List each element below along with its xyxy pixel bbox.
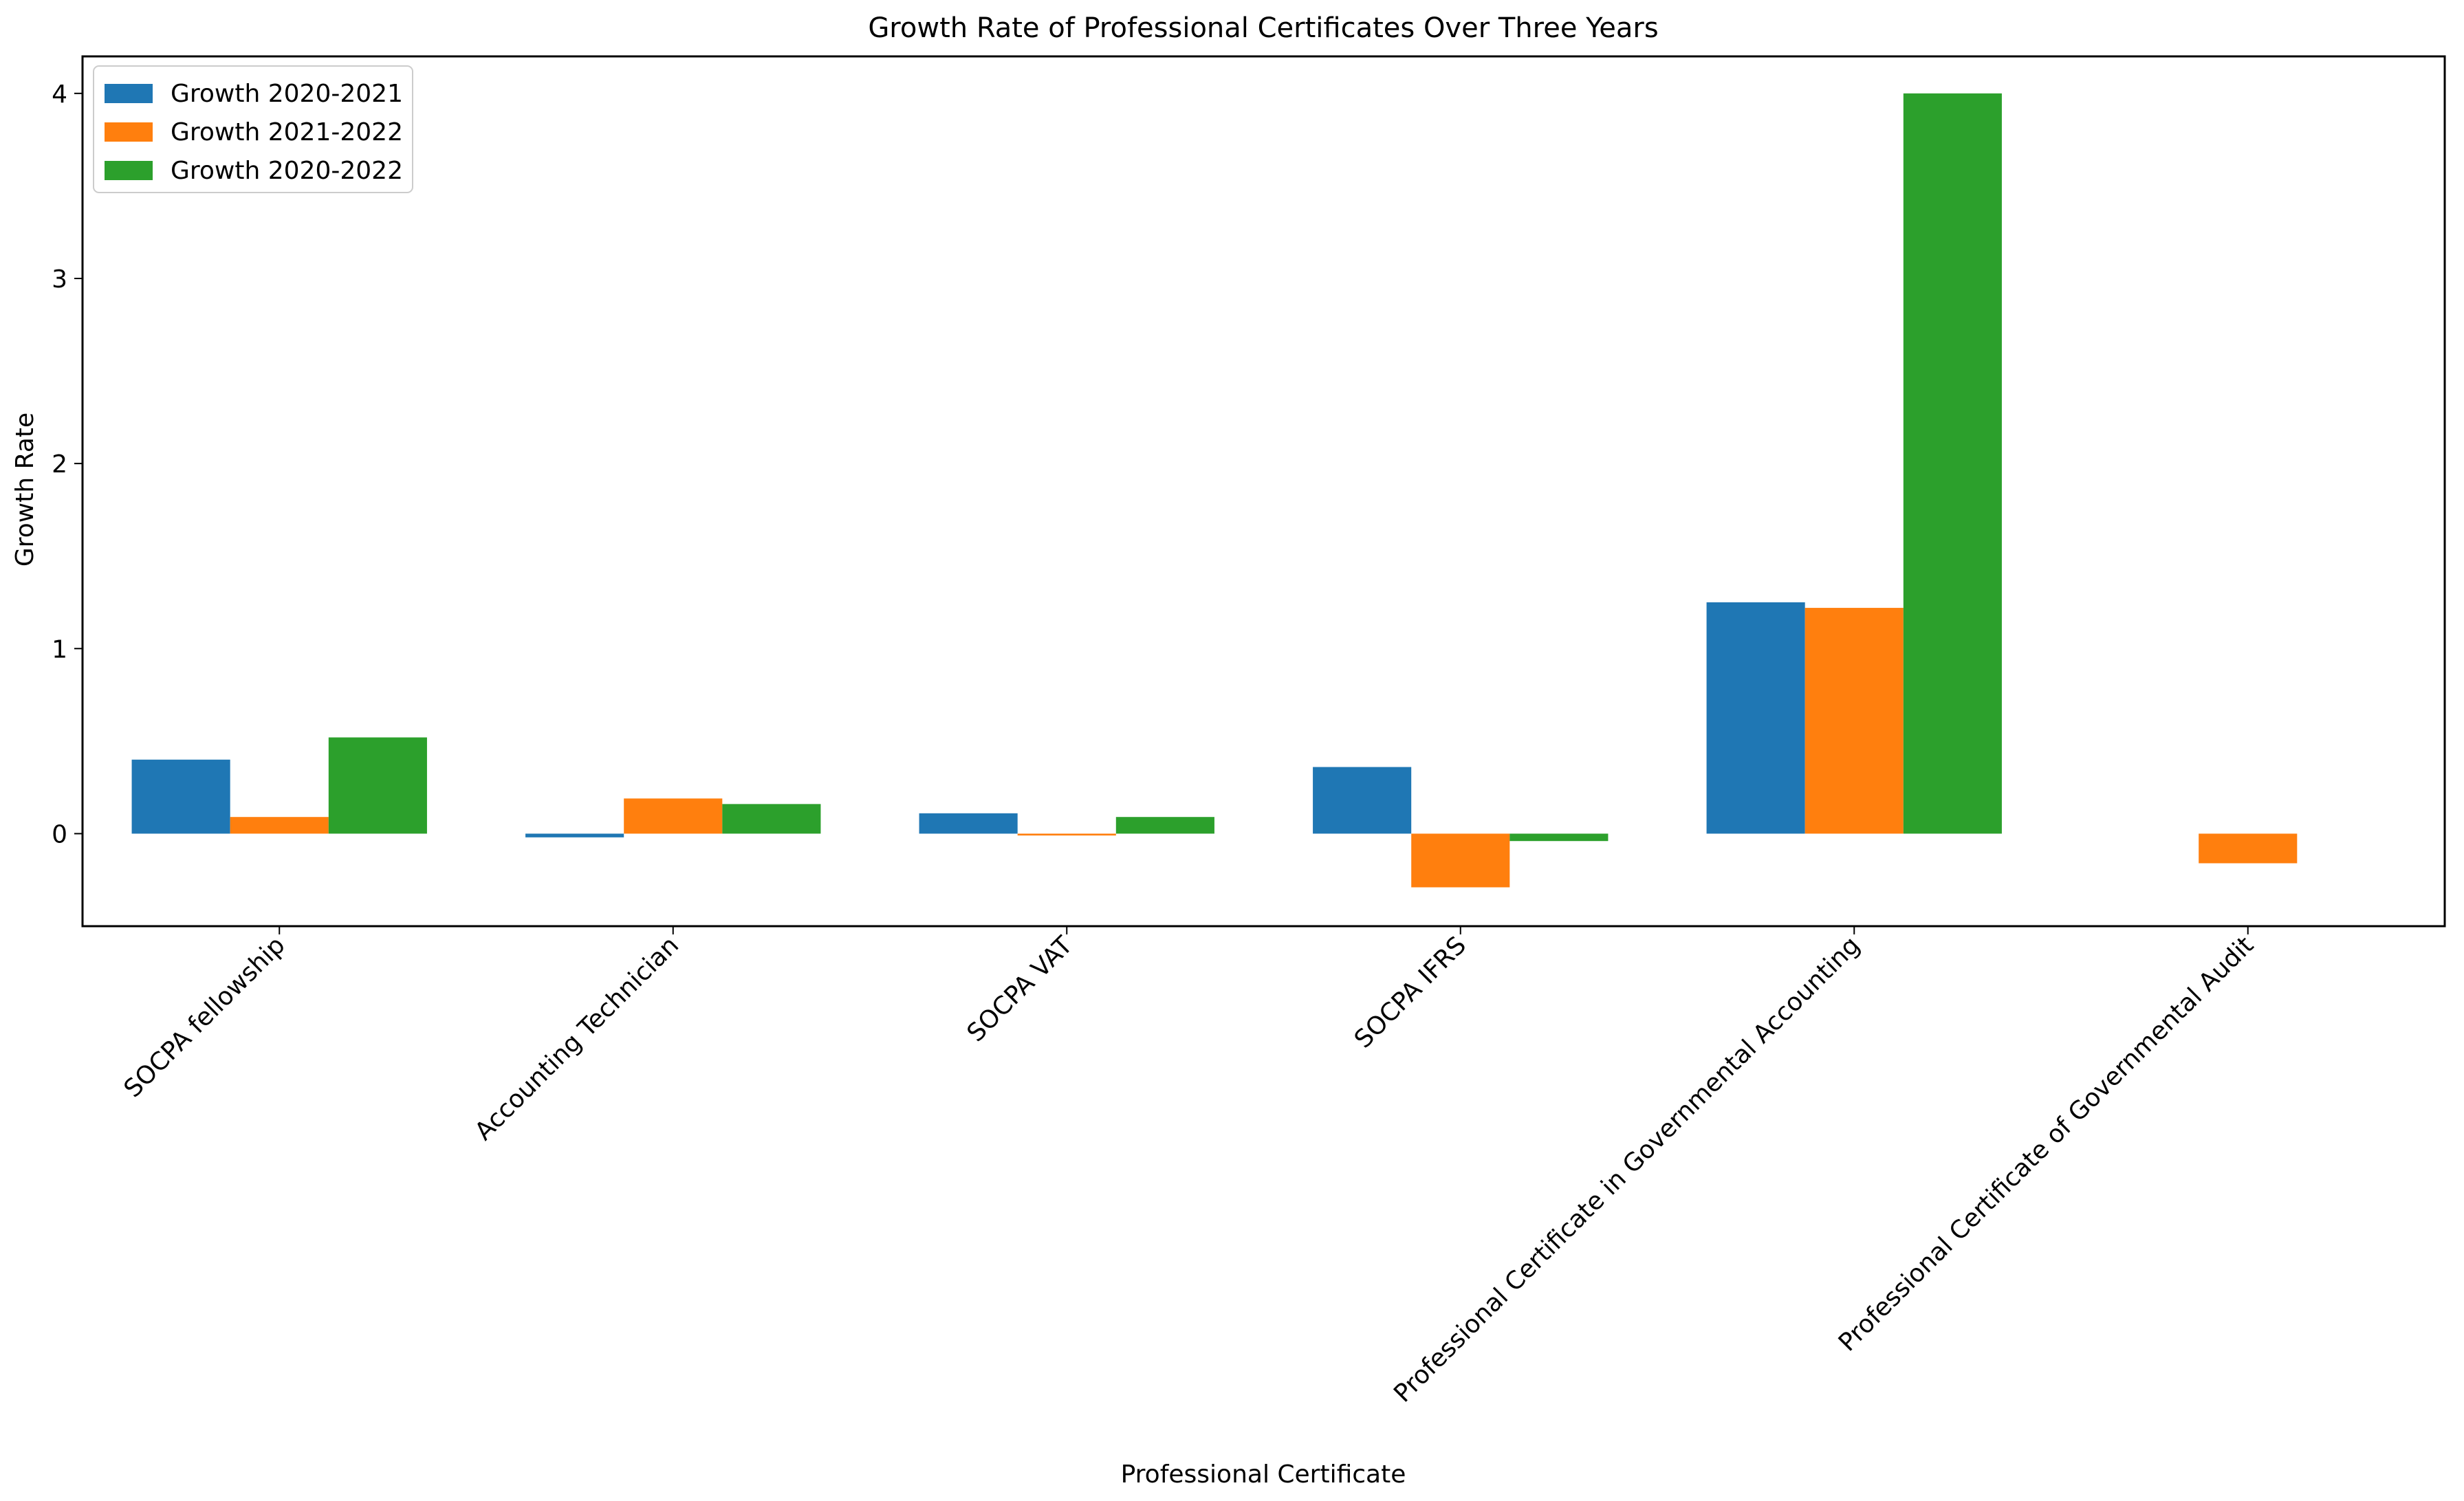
- bar: [131, 759, 230, 834]
- x-tick-label: SOCPA fellowship: [119, 931, 291, 1103]
- chart-title: Growth Rate of Professional Certificates…: [868, 12, 1658, 44]
- bar: [328, 737, 427, 834]
- y-tick-label: 1: [52, 635, 67, 664]
- bar: [919, 813, 1018, 834]
- legend-label: Growth 2021-2022: [171, 118, 403, 146]
- x-tick-label: SOCPA IFRS: [1349, 931, 1472, 1053]
- bar: [1411, 833, 1510, 888]
- legend-label: Growth 2020-2021: [171, 80, 403, 108]
- x-tick-label: SOCPA VAT: [962, 931, 1079, 1048]
- bar: [2199, 833, 2298, 864]
- legend-box: [93, 65, 413, 193]
- y-tick-label: 4: [52, 80, 67, 109]
- legend: Growth 2020-2021 Growth 2021-2022 Growth 2…: [93, 65, 413, 193]
- bar: [1706, 602, 1805, 834]
- x-axis-label: Professional Certificate: [1121, 1460, 1406, 1489]
- y-tick-label: 2: [52, 450, 67, 479]
- bar: [1509, 833, 1609, 842]
- bar: [230, 817, 329, 834]
- bar: [1017, 833, 1116, 836]
- bar: [1115, 817, 1214, 834]
- legend-swatch: [105, 161, 153, 180]
- bar: [1805, 608, 1904, 834]
- plot-frame: [81, 55, 2446, 928]
- bar: [624, 798, 723, 834]
- y-axis-label: Growth Rate: [11, 413, 39, 567]
- bar: [1903, 93, 2002, 834]
- bars-layer: [131, 93, 2298, 888]
- y-tick-label: 3: [52, 265, 67, 294]
- x-tick-label: Accounting Technician: [470, 931, 684, 1146]
- x-tick-label: Professional Certificate in Governmental…: [1388, 931, 1865, 1407]
- legend-swatch: [105, 84, 153, 103]
- axes-layer: 0 1 2 3 4 SOCPA fellowship Accounting Technici…: [52, 55, 2446, 1408]
- y-tick-label: 0: [52, 820, 67, 848]
- bar: [1313, 767, 1412, 834]
- x-tick-label: Professional Certificate of Governmental…: [1833, 931, 2259, 1357]
- bar: [525, 833, 624, 837]
- bar: [722, 804, 821, 834]
- legend-label: Growth 2020-2022: [171, 157, 403, 185]
- legend-swatch: [105, 122, 153, 142]
